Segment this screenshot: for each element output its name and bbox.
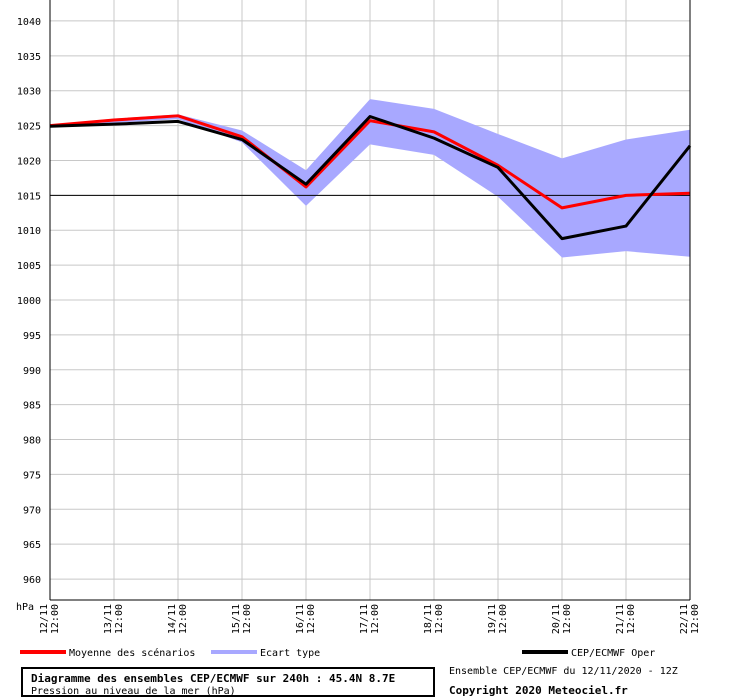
legend: Moyenne des scénarios Ecart type CEP/ECM…	[20, 647, 655, 659]
y-tick-label: 990	[23, 366, 41, 377]
y-tick-label: 1015	[17, 191, 41, 202]
y-tick-label: 965	[23, 540, 41, 551]
x-tick-label-time: 12:00	[562, 604, 573, 634]
y-tick-label: 1005	[17, 261, 41, 272]
x-tick-label-date: 16/11	[295, 604, 306, 634]
legend-mean-label: Moyenne des scénarios	[69, 647, 195, 659]
ensemble-run-info: Ensemble CEP/ECMWF du 12/11/2020 - 12Z	[449, 666, 678, 677]
x-tick-label-date: 20/11	[551, 604, 562, 634]
x-tick-label-date: 14/11	[167, 604, 178, 634]
x-tick-label-date: 21/11	[615, 604, 626, 634]
y-tick-label: 980	[23, 436, 41, 447]
legend-mean-swatch	[20, 650, 66, 654]
x-tick-label-time: 12:00	[114, 604, 125, 634]
std-dev-band-layer	[50, 99, 690, 258]
y-tick-label: 1025	[17, 122, 41, 133]
x-tick-label-time: 12:00	[242, 604, 253, 634]
y-tick-label: 1000	[17, 296, 41, 307]
y-tick-label: 985	[23, 401, 41, 412]
y-tick-label: 1030	[17, 87, 41, 98]
x-tick-label-date: 13/11	[103, 604, 114, 634]
oper-run-line	[49, 115, 692, 241]
x-tick-label-time: 12:00	[626, 604, 637, 634]
std-dev-band	[50, 99, 690, 258]
x-tick-label-date: 17/11	[359, 604, 370, 634]
y-tick-label: 1035	[17, 52, 41, 63]
x-tick-label-time: 12:00	[690, 604, 701, 634]
x-tick-label-time: 12:00	[50, 604, 61, 634]
y-unit-label: hPa	[16, 602, 34, 613]
chart-subtitle: Pression au niveau de la mer (hPa)	[31, 686, 236, 697]
x-tick-label-date: 12/11	[39, 604, 50, 634]
y-tick-label: 1010	[17, 226, 41, 237]
y-tick-label: 960	[23, 575, 41, 586]
x-tick-label-time: 12:00	[178, 604, 189, 634]
legend-oper-label: CEP/ECMWF Oper	[571, 648, 655, 659]
x-tick-labels: 12/11 12:00 13/11 12:00 14/11 12:00 15/11 12:00…	[39, 604, 701, 634]
ensemble-mean-line	[49, 114, 691, 210]
info-box: Diagramme des ensembles CEP/ECMWF sur 24…	[21, 667, 435, 697]
ensemble-chart: 960 965 970 975 980 985 990 995 1000 1005 1010 1015…	[16, 0, 701, 659]
x-tick-label-time: 12:00	[434, 604, 445, 634]
copyright-text: Copyright 2020 Meteociel.fr	[449, 684, 628, 697]
x-tick-label-time: 12:00	[498, 604, 509, 634]
x-tick-label-time: 12:00	[306, 604, 317, 634]
grid-lines	[50, 0, 690, 600]
x-tick-label-date: 18/11	[423, 604, 434, 634]
y-tick-label: 995	[23, 331, 41, 342]
y-tick-label: 1040	[17, 17, 41, 28]
x-tick-label-time: 12:00	[370, 604, 381, 634]
series-layer	[49, 114, 692, 241]
chart-title: Diagramme des ensembles CEP/ECMWF sur 24…	[31, 672, 396, 685]
y-tick-label: 970	[23, 505, 41, 516]
legend-band-label: Ecart type	[260, 648, 320, 659]
axis-layer	[49, 0, 691, 601]
x-tick-label-date: 19/11	[487, 604, 498, 634]
x-tick-label-date: 15/11	[231, 604, 242, 634]
y-tick-label: 1020	[17, 156, 41, 167]
y-tick-labels: 960 965 970 975 980 985 990 995 1000 1005 1010 1015…	[17, 17, 41, 586]
legend-band-swatch	[211, 650, 257, 654]
y-tick-label: 975	[23, 470, 41, 481]
legend-oper-swatch	[522, 650, 568, 654]
x-tick-label-date: 22/11	[679, 604, 690, 634]
